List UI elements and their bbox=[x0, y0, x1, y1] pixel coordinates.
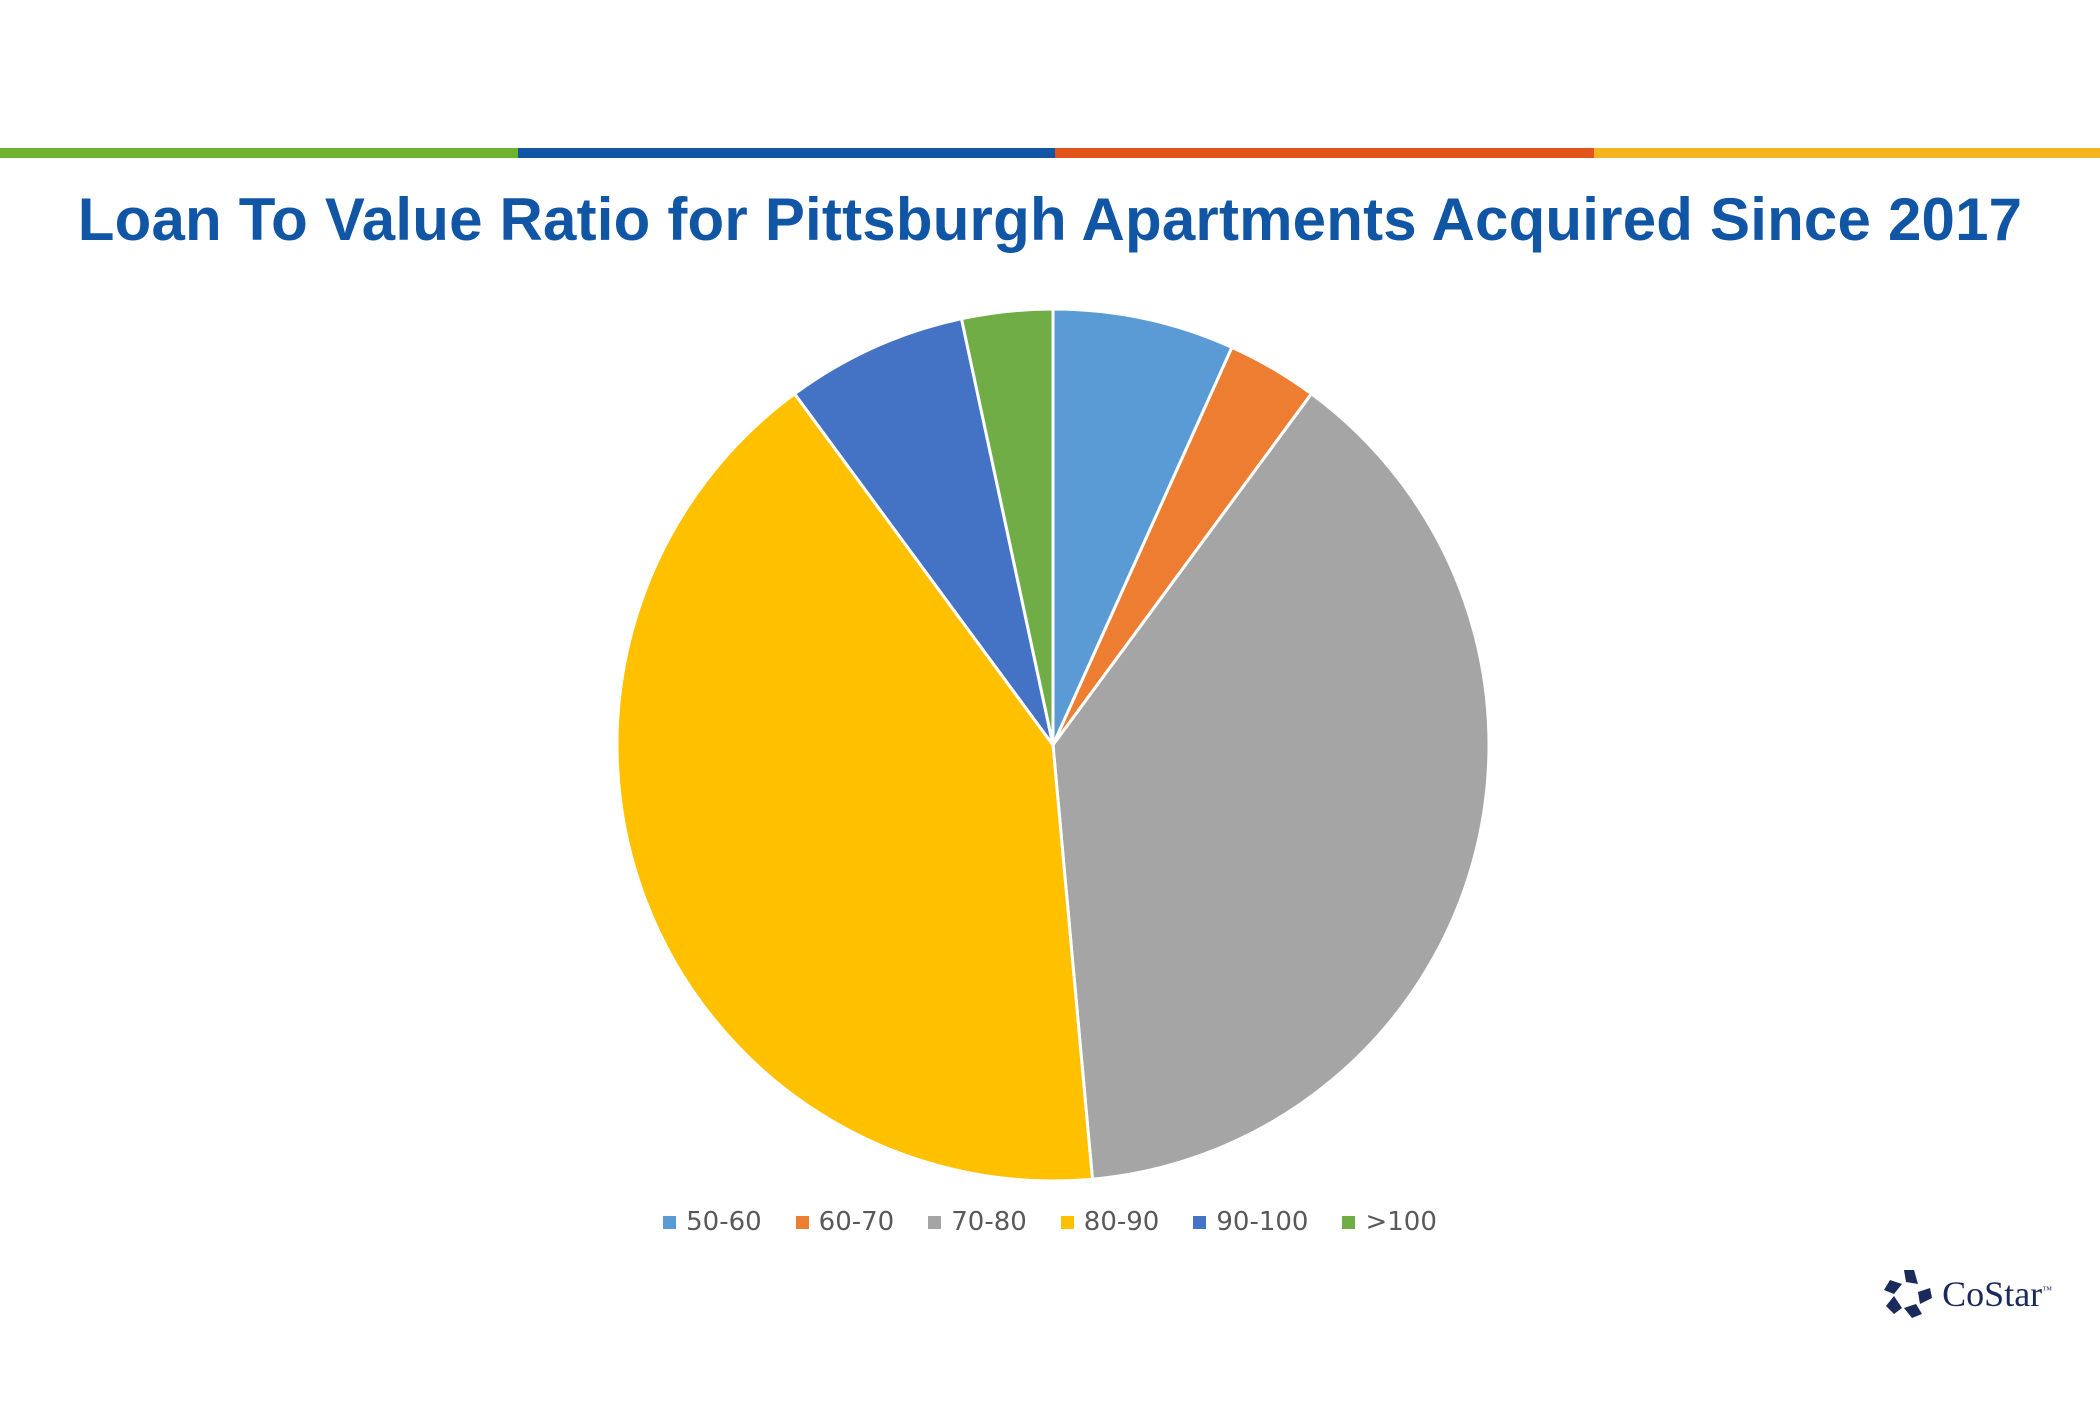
brand-name: CoStar™ bbox=[1942, 1273, 2052, 1315]
legend-label: 80-90 bbox=[1083, 1207, 1160, 1237]
legend-swatch bbox=[795, 1215, 809, 1229]
color-bar-segment bbox=[0, 148, 518, 158]
legend-item: 50-60 bbox=[663, 1207, 762, 1237]
pie-slice-100 bbox=[959, 307, 1055, 746]
color-bar-segment bbox=[1594, 148, 2100, 158]
pie-slice-70-80 bbox=[1051, 391, 1491, 1181]
legend-label: 70-80 bbox=[951, 1207, 1027, 1237]
pie-slice-90-100 bbox=[792, 316, 1055, 746]
legend-item: 80-90 bbox=[1060, 1207, 1160, 1237]
legend-label: 50-60 bbox=[686, 1207, 762, 1237]
legend-item: 70-80 bbox=[928, 1207, 1027, 1237]
legend-swatch bbox=[663, 1215, 677, 1229]
legend-label: >100 bbox=[1365, 1207, 1437, 1237]
color-bar-segment bbox=[1055, 148, 1594, 158]
legend-swatch bbox=[1060, 1215, 1074, 1229]
pie-slices bbox=[615, 307, 1491, 1183]
pie-slice-80-90 bbox=[615, 391, 1095, 1183]
chart-legend: 50-60 60-70 70-80 80-90 90-100 >100 bbox=[0, 1207, 2100, 1237]
legend-item: 90-100 bbox=[1193, 1207, 1308, 1237]
legend-item: 60-70 bbox=[795, 1207, 895, 1237]
chart-title: Loan To Value Ratio for Pittsburgh Apart… bbox=[77, 186, 2023, 253]
costar-star-icon bbox=[1884, 1270, 1933, 1318]
legend-swatch bbox=[928, 1215, 942, 1229]
legend-swatch bbox=[1193, 1215, 1207, 1229]
color-bar-segment bbox=[518, 148, 1055, 158]
brand-logo: CoStar™ bbox=[1882, 1268, 2052, 1320]
pie-slice-50-60 bbox=[1051, 307, 1234, 746]
legend-swatch bbox=[1342, 1215, 1356, 1229]
header-color-bar bbox=[0, 148, 2100, 158]
brand-name-text: CoStar bbox=[1942, 1274, 2043, 1314]
legend-label: 90-100 bbox=[1216, 1207, 1309, 1237]
legend-label: 60-70 bbox=[818, 1207, 895, 1237]
legend-item: >100 bbox=[1342, 1207, 1437, 1237]
trademark-mark: ™ bbox=[2042, 1285, 2052, 1296]
